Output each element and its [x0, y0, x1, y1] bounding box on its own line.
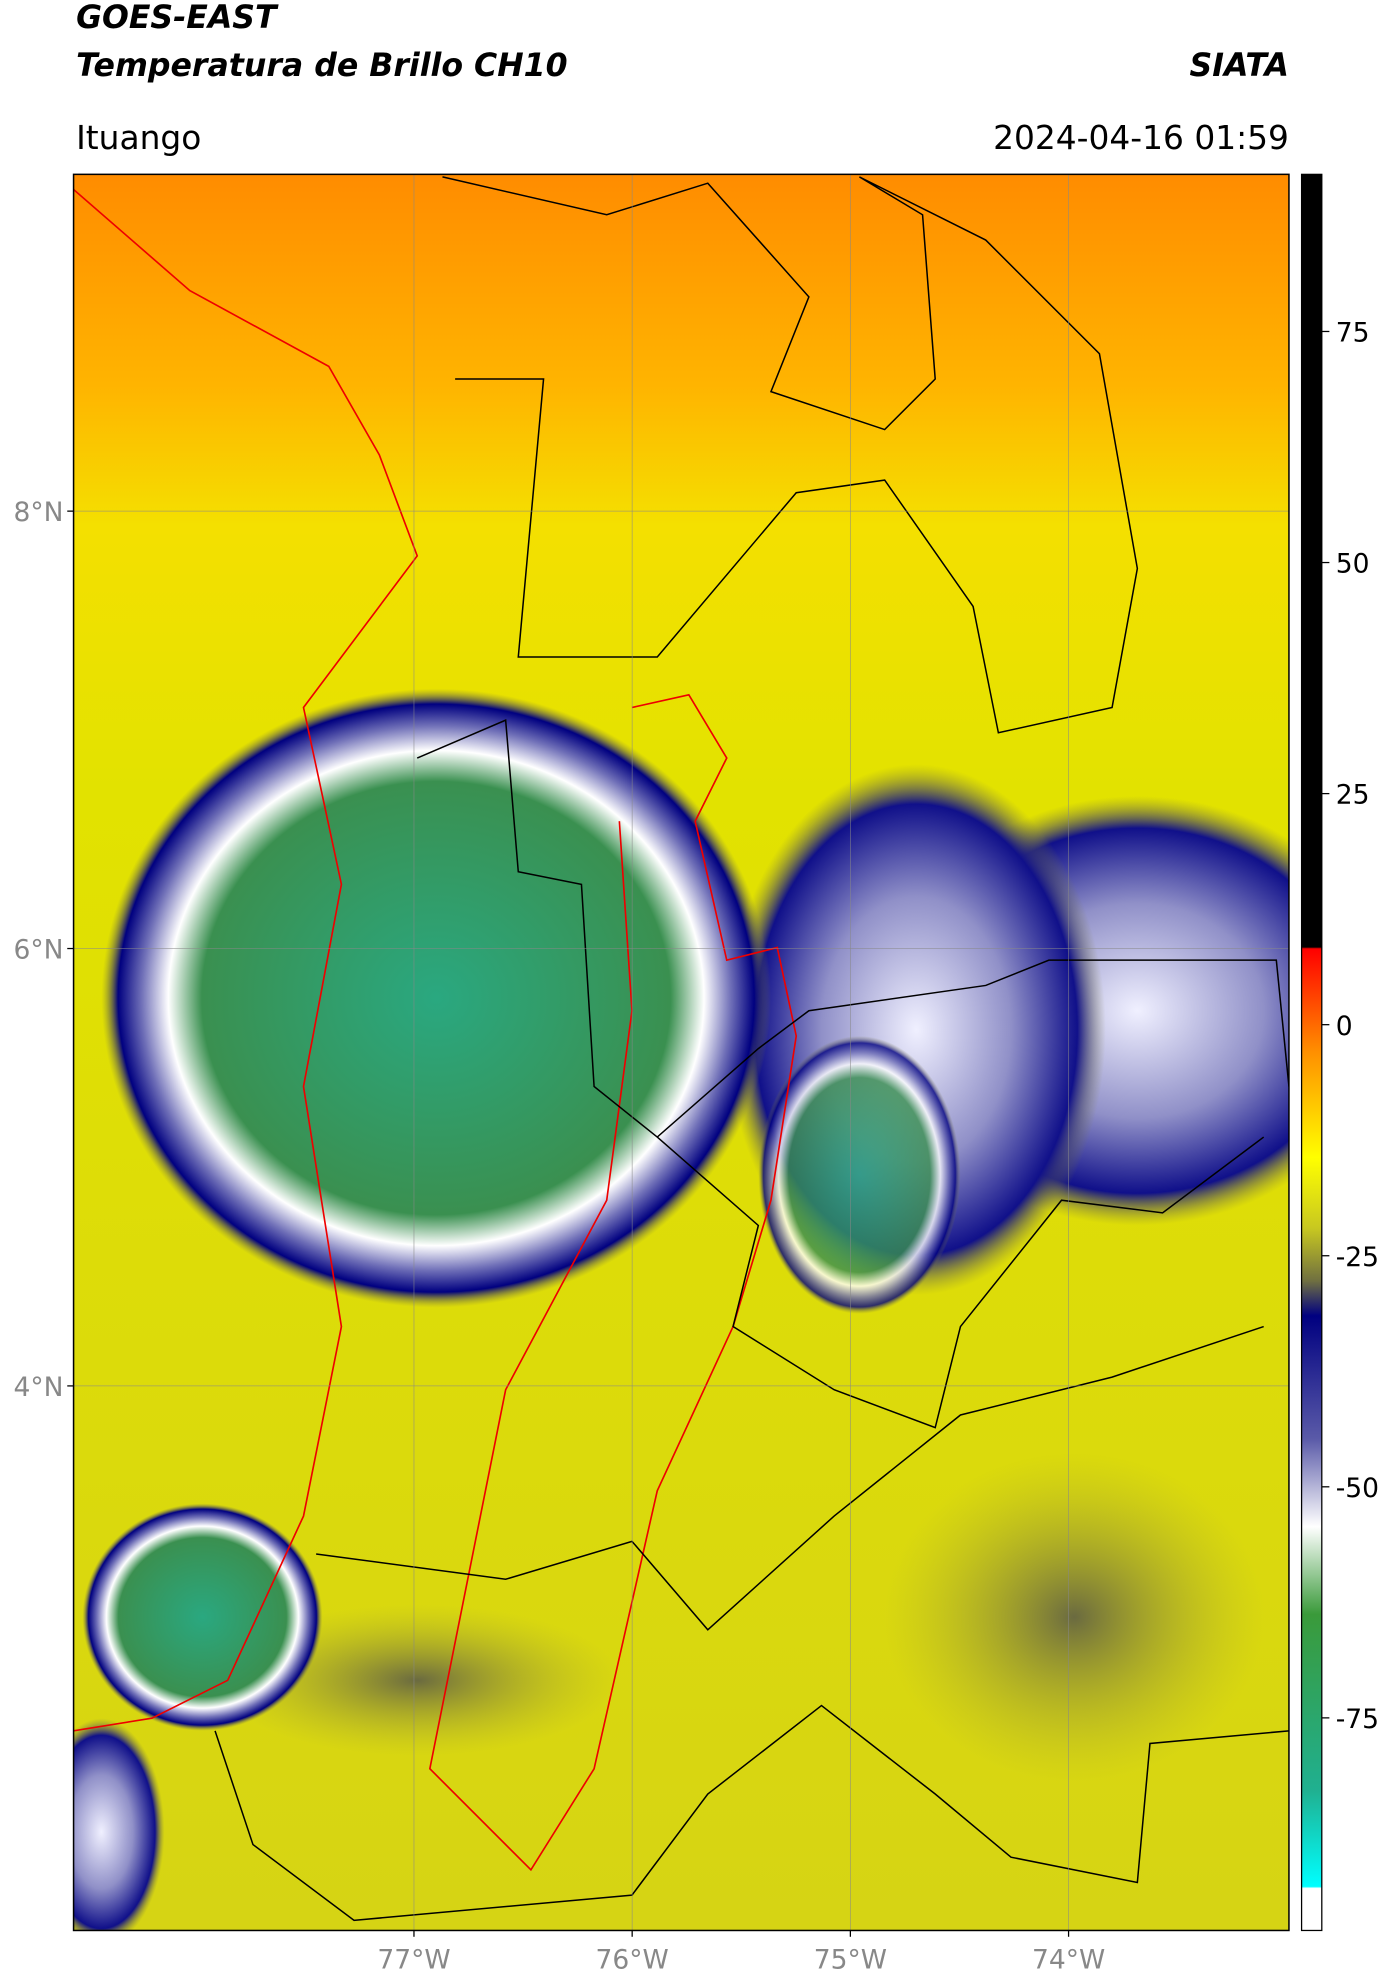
lon-tick-label: 77°W	[377, 1944, 450, 1975]
location: Ituango	[76, 119, 201, 157]
colorbar-tick-label: 0	[1336, 1011, 1353, 1042]
lon-tick-label: 76°W	[596, 1944, 669, 1975]
graticule	[73, 174, 1289, 1931]
lon-tick-label: 75°W	[814, 1944, 887, 1975]
lat-tick-label: 4°N	[13, 1372, 63, 1403]
lon-tick-label: 74°W	[1032, 1944, 1105, 1975]
colorbar-tick-label: -75	[1336, 1704, 1379, 1735]
colorbar-tick-label: 25	[1336, 780, 1370, 811]
title: GOES-EAST	[76, 0, 279, 36]
satellite-image	[73, 174, 1289, 1931]
subtitle: Temperatura de Brillo CH10	[76, 48, 568, 84]
colorbar-tick-label: -25	[1336, 1242, 1379, 1273]
lat-tick-label: 6°N	[13, 935, 63, 966]
datetime: 2024-04-16 01:59	[993, 119, 1289, 157]
colorbar-tick-label: -50	[1336, 1473, 1379, 1504]
source: SIATA	[1190, 48, 1289, 84]
lat-tick-label: 8°N	[13, 497, 63, 528]
colorbar-tick-label: 75	[1336, 318, 1370, 349]
map-frame	[72, 173, 1290, 1932]
colorbar-tick-label: 50	[1336, 549, 1370, 580]
colorbar	[1300, 173, 1323, 1932]
